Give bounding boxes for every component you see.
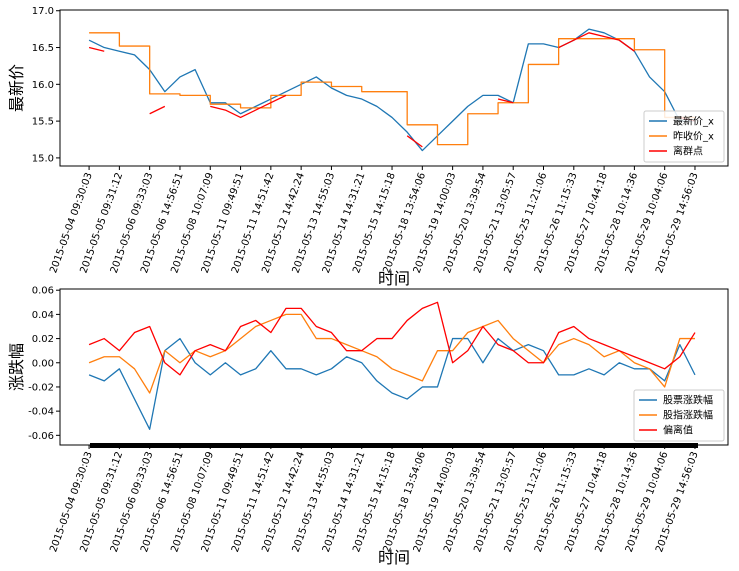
y-tick-label: 15.0 (32, 153, 54, 164)
x-axis-label: 时间 (378, 548, 410, 567)
y-tick-label: 15.5 (32, 117, 54, 128)
legend-label: 股票涨跌幅 (663, 394, 713, 407)
x-axis-label: 时间 (378, 269, 410, 288)
series-line (88, 301, 696, 376)
legend-label: 偏离值 (663, 424, 693, 437)
y-tick-label: 17.0 (32, 6, 54, 17)
legend-box (633, 389, 725, 442)
axes-frame (59, 288, 729, 446)
series-line (88, 28, 695, 152)
y-tick-label: -0.02 (28, 382, 54, 393)
y-axis-label: 涨跌幅 (7, 343, 26, 391)
legend-box (643, 110, 725, 163)
y-tick-label: -0.06 (28, 431, 54, 442)
y-tick-label: 0.02 (32, 334, 54, 345)
y-tick-label: -0.04 (28, 407, 54, 418)
series-line (89, 32, 695, 146)
y-tick-label: 0.06 (32, 286, 54, 297)
legend-label: 离群点 (673, 145, 703, 158)
series-line (88, 32, 696, 148)
legend-label: 昨收价_x (673, 130, 714, 143)
y-tick-label: 16.5 (32, 43, 54, 54)
legend-label: 股指涨跌幅 (663, 409, 713, 422)
y-tick-label: 16.0 (32, 80, 54, 91)
y-tick-label: 0.04 (32, 310, 54, 321)
y-axis-label: 最新价 (7, 64, 26, 112)
axes-frame (59, 9, 729, 167)
y-tick-label: 0.00 (32, 358, 54, 369)
series-line (88, 313, 695, 394)
legend-label: 最新价_x (673, 115, 714, 128)
